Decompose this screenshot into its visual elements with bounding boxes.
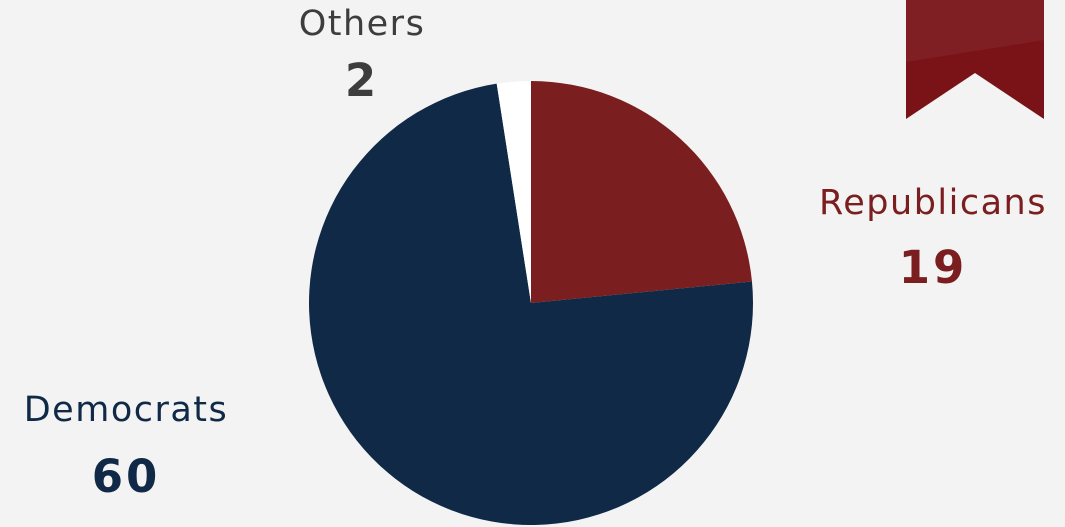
slice-republicans (531, 81, 752, 303)
slice-others (496, 81, 531, 303)
bookmark-ribbon-shape (906, 0, 1044, 119)
label-democrats-name: Democrats (23, 390, 229, 430)
label-others: Others 2 (272, 4, 452, 106)
label-democrats: Democrats 60 (0, 390, 252, 502)
label-republicans-value: 19 (898, 241, 968, 294)
bookmark-ribbon-icon (906, 0, 1044, 119)
label-others-name: Others (298, 4, 426, 44)
slice-democrats (309, 83, 754, 526)
label-others-value: 2 (344, 54, 380, 107)
label-republicans: Republicans 19 (800, 183, 1065, 293)
label-democrats-value: 60 (91, 450, 161, 503)
bookmark-ribbon-sheen (906, 0, 1044, 62)
label-republicans-name: Republicans (819, 183, 1047, 223)
